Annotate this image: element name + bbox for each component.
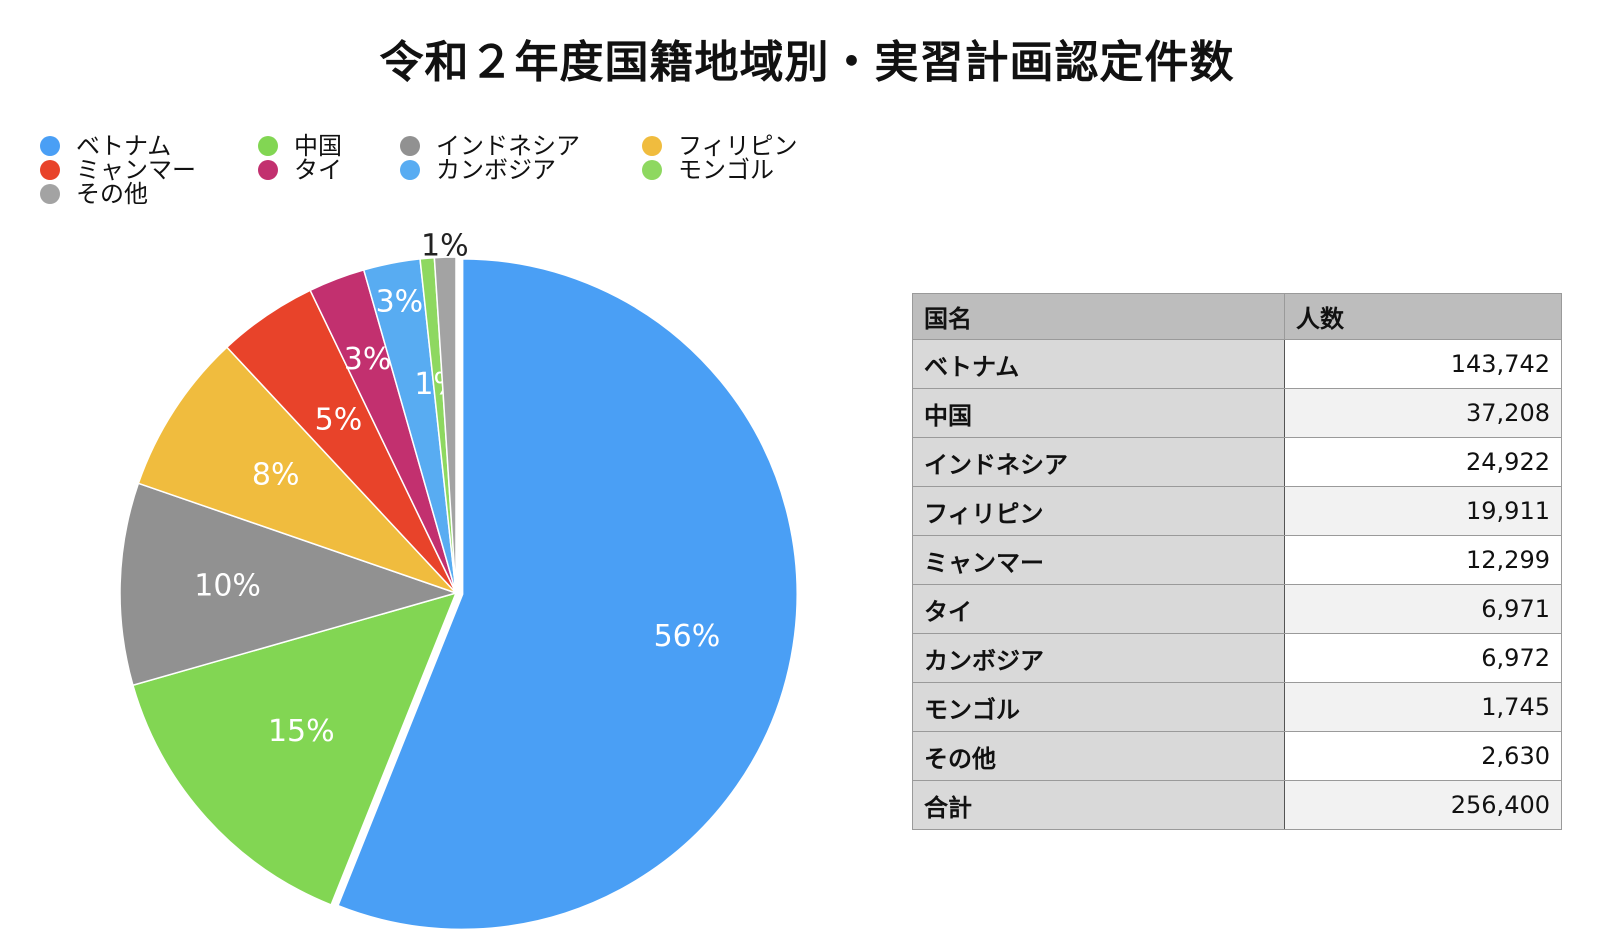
legend-swatch [400,136,420,156]
legend-label: ミャンマー [76,156,196,184]
chart-legend: ベトナム 中国 インドネシア フィリピンミャンマー タイ カンボジア モンゴルその他 [40,134,880,224]
legend-item: インドネシア [400,134,580,158]
cell-count: 6,972 [1284,633,1562,683]
legend-label: モンゴル [678,156,774,184]
slice-percent-label: 15% [268,714,335,749]
cell-count: 256,400 [1284,780,1562,830]
table-row: タイ 6,971 [912,584,1562,634]
slice-percent-label: 10% [194,568,261,603]
legend-item: ベトナム [40,134,171,158]
cell-country: 合計 [912,780,1285,830]
cell-country: その他 [912,731,1285,781]
cell-count: 19,911 [1284,486,1562,536]
legend-item: フィリピン [642,134,798,158]
chart-title: 令和２年度国籍地域別・実習計画認定件数 [379,37,1235,88]
slice-percent-label: 3% [376,284,424,319]
column-header-count: 人数 [1284,293,1562,340]
cell-country: 中国 [912,388,1285,438]
cell-country: ベトナム [912,339,1285,389]
legend-swatch [40,160,60,180]
legend-item: カンボジア [400,158,556,182]
cell-country: カンボジア [912,633,1285,683]
legend-label: タイ [294,156,342,184]
legend-swatch [40,136,60,156]
legend-label: カンボジア [436,156,556,184]
pie-slice [137,346,457,594]
legend-item: その他 [40,182,148,206]
legend-swatch [258,160,278,180]
legend-label: インドネシア [436,132,580,160]
table-row: 中国 37,208 [912,388,1562,438]
legend-label: 中国 [294,132,342,160]
cell-count: 37,208 [1284,388,1562,438]
table-row: カンボジア 6,972 [912,633,1562,683]
cell-count: 24,922 [1284,437,1562,487]
column-header-country: 国名 [912,293,1285,340]
legend-label: その他 [76,180,148,208]
pie-slice [131,591,458,906]
cell-count: 2,630 [1284,731,1562,781]
cell-country: タイ [912,584,1285,634]
cell-count: 1,745 [1284,682,1562,732]
pie-slice [335,256,800,932]
slice-percent-label: 5% [315,403,363,438]
cell-count: 6,971 [1284,584,1562,634]
legend-swatch [40,184,60,204]
legend-item: モンゴル [642,158,774,182]
pie-slice [119,482,459,687]
table-row: ベトナム 143,742 [912,339,1562,389]
cell-country: インドネシア [912,437,1285,487]
table-row: モンゴル 1,745 [912,682,1562,732]
legend-swatch [400,160,420,180]
pie-chart-area: 56% 15% 10% 8% 5% 3% 3% 1% 1% [0,230,860,948]
legend-swatch [258,136,278,156]
data-table: 国名 人数 ベトナム 143,742 中国 37,208 インドネシア 24,922 フィリ… [912,293,1562,830]
legend-label: フィリピン [678,132,798,160]
table-row: フィリピン 19,911 [912,486,1562,536]
legend-item: タイ [258,158,342,182]
cell-country: フィリピン [912,486,1285,536]
slice-percent-label: 8% [252,457,300,492]
legend-swatch [642,136,662,156]
table-row: その他 2,630 [912,731,1562,781]
pie-slice [433,256,457,594]
table-row: インドネシア 24,922 [912,437,1562,487]
slice-percent-label: 56% [654,619,721,654]
legend-item: ミャンマー [40,158,196,182]
table-row: 合計 256,400 [912,780,1562,830]
slice-percent-label: 1% [421,230,469,264]
cell-count: 12,299 [1284,535,1562,585]
legend-item: 中国 [258,134,342,158]
pie-chart: 56%15%10%8%5%3%3%1%1% [119,230,800,932]
table-row: ミャンマー 12,299 [912,535,1562,585]
table-header-row: 国名 人数 [912,293,1562,340]
legend-swatch [642,160,662,180]
cell-country: モンゴル [912,682,1285,732]
slice-percent-label: 3% [344,342,392,377]
cell-country: ミャンマー [912,535,1285,585]
cell-count: 143,742 [1284,339,1562,389]
legend-label: ベトナム [76,132,172,160]
